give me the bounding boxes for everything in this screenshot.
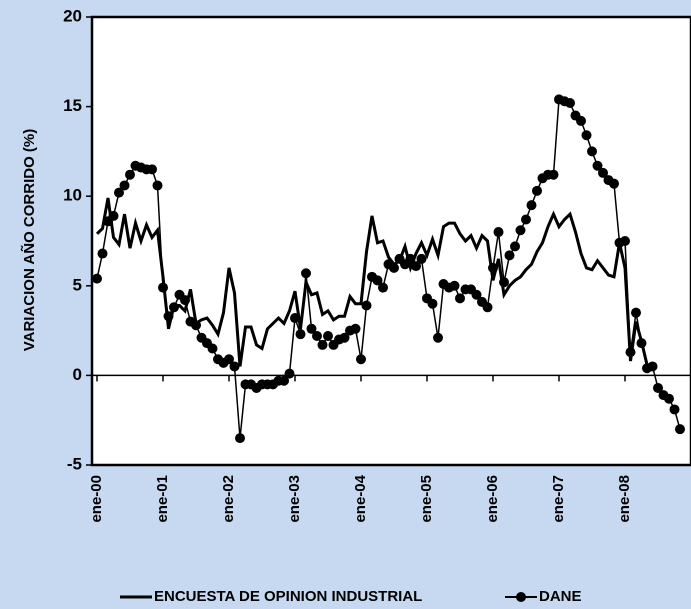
y-tick-label: 0: [73, 365, 82, 384]
point: [499, 277, 509, 288]
point: [504, 250, 515, 261]
point: [378, 282, 388, 293]
point: [548, 169, 559, 180]
y-axis-label: VARIACION AÑO CORRIDO (%): [20, 129, 38, 352]
point: [229, 361, 240, 372]
point: [581, 130, 592, 141]
x-tick-label: ene-02: [220, 475, 237, 523]
point: [301, 268, 311, 279]
point: [482, 302, 493, 313]
legend-label: ENCUESTA DE OPINION INDUSTRIAL: [154, 588, 422, 605]
point: [279, 375, 289, 386]
point: [592, 160, 603, 171]
point: [92, 273, 102, 284]
point: [576, 115, 586, 126]
point: [510, 241, 520, 252]
point: [169, 302, 179, 313]
point: [372, 275, 383, 286]
point: [108, 210, 119, 221]
y-tick-label: -5: [67, 454, 82, 473]
x-tick-label: ene-00: [88, 475, 105, 523]
point: [521, 214, 531, 225]
x-tick-label: ene-07: [550, 475, 567, 523]
point: [449, 280, 460, 291]
point: [416, 253, 427, 264]
point: [653, 382, 663, 393]
point: [361, 300, 372, 311]
point: [405, 253, 416, 264]
point: [565, 98, 575, 109]
point: [532, 185, 542, 196]
point: [290, 313, 300, 324]
point: [295, 329, 306, 340]
point: [598, 167, 608, 178]
y-tick-label: 15: [63, 96, 82, 115]
point: [119, 180, 130, 191]
y-tick-label: 5: [73, 275, 82, 294]
point: [339, 332, 350, 343]
point: [455, 293, 465, 304]
point: [235, 433, 245, 444]
point: [191, 320, 201, 331]
legend-label: DANE: [539, 588, 582, 605]
point: [493, 227, 504, 238]
x-tick-label: ene-08: [616, 475, 633, 523]
point: [323, 330, 333, 341]
point: [312, 330, 322, 341]
series-line: [95, 197, 649, 367]
point: [152, 180, 163, 191]
point: [488, 262, 498, 273]
point: [433, 332, 443, 343]
point: [625, 347, 636, 358]
point: [158, 282, 168, 293]
x-tick-label: ene-05: [418, 475, 435, 523]
point: [147, 164, 157, 175]
point: [664, 393, 674, 404]
legend-marker: [516, 592, 526, 602]
point: [631, 307, 641, 318]
point: [317, 339, 328, 350]
point: [620, 236, 630, 246]
point: [526, 200, 537, 211]
point: [587, 146, 597, 157]
y-tick-label: 20: [63, 6, 82, 25]
point: [97, 248, 108, 259]
point: [669, 404, 680, 415]
point: [411, 261, 421, 272]
point: [284, 368, 295, 379]
point: [356, 354, 366, 365]
point: [471, 289, 482, 300]
point: [515, 225, 526, 236]
y-tick-label: 10: [63, 186, 82, 205]
point: [180, 295, 190, 306]
point: [207, 343, 218, 354]
x-tick-label: ene-03: [286, 475, 303, 523]
point: [350, 323, 361, 334]
plot-area: [90, 15, 691, 467]
point: [427, 298, 438, 309]
point: [125, 169, 135, 180]
point: [609, 178, 619, 189]
point: [163, 311, 174, 322]
point: [675, 424, 685, 435]
point: [114, 187, 124, 198]
x-tick-label: ene-06: [484, 475, 501, 523]
point: [636, 338, 647, 349]
point: [224, 354, 234, 365]
point: [389, 262, 399, 273]
x-tick-label: ene-04: [352, 474, 369, 522]
x-tick-label: ene-01: [154, 475, 171, 523]
point: [306, 323, 317, 334]
point: [647, 361, 658, 372]
